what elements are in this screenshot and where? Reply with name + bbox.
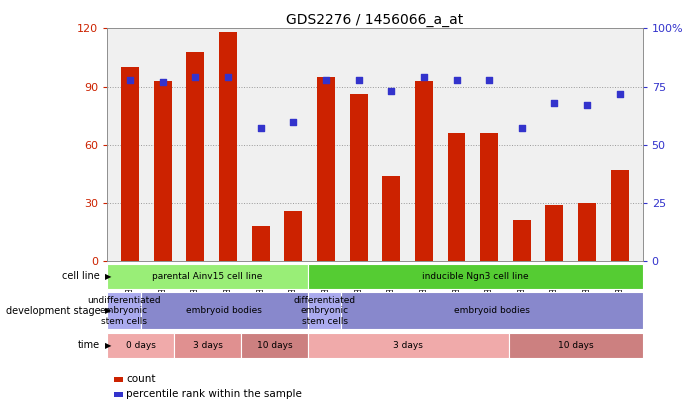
Text: 10 days: 10 days (558, 341, 594, 350)
Bar (308, 264, 643, 289)
Point (516, 125, 527, 132)
Bar (448, 133, 466, 261)
Text: 3 days: 3 days (393, 341, 424, 350)
Text: development stage: development stage (6, 306, 100, 316)
Point (255, 125, 266, 132)
Bar (121, 67, 139, 261)
Bar (241, 333, 308, 358)
Point (582, 102, 593, 109)
Text: cell line: cell line (62, 271, 100, 281)
Bar (153, 81, 171, 261)
Point (353, 76, 364, 83)
Bar (382, 176, 400, 261)
Bar (219, 32, 237, 261)
Text: inducible Ngn3 cell line: inducible Ngn3 cell line (422, 272, 529, 281)
Text: time: time (78, 340, 100, 350)
Text: embryoid bodies: embryoid bodies (187, 306, 262, 315)
Point (223, 74, 234, 81)
Bar (140, 292, 308, 329)
Point (190, 74, 201, 81)
Bar (513, 220, 531, 261)
Text: ▶: ▶ (105, 341, 111, 350)
Text: parental Ainv15 cell line: parental Ainv15 cell line (152, 272, 263, 281)
Bar (578, 203, 596, 261)
Bar (308, 292, 341, 329)
Point (484, 76, 495, 83)
Bar (317, 77, 335, 261)
Point (418, 74, 429, 81)
Point (549, 100, 560, 106)
Bar (611, 170, 629, 261)
Bar (341, 292, 643, 329)
Point (321, 76, 332, 83)
Point (386, 88, 397, 94)
Bar (284, 211, 302, 261)
Text: count: count (126, 374, 156, 384)
Point (124, 76, 135, 83)
Text: differentiated
embryonic
stem cells: differentiated embryonic stem cells (294, 296, 356, 326)
Point (157, 79, 168, 85)
Bar (480, 133, 498, 261)
Bar (545, 205, 563, 261)
Bar (187, 52, 205, 261)
Point (614, 90, 625, 97)
Bar (415, 81, 433, 261)
Bar (107, 292, 140, 329)
Text: embryoid bodies: embryoid bodies (454, 306, 530, 315)
Point (287, 118, 299, 125)
Text: 0 days: 0 days (126, 341, 155, 350)
Bar (252, 226, 269, 261)
Bar (107, 333, 174, 358)
Title: GDS2276 / 1456066_a_at: GDS2276 / 1456066_a_at (286, 13, 464, 27)
Text: undifferentiated
embryonic
stem cells: undifferentiated embryonic stem cells (87, 296, 160, 326)
Bar (350, 94, 368, 261)
Text: 3 days: 3 days (193, 341, 223, 350)
Bar (308, 333, 509, 358)
Bar (509, 333, 643, 358)
Point (451, 76, 462, 83)
Text: 10 days: 10 days (256, 341, 292, 350)
Text: ▶: ▶ (105, 272, 111, 281)
Bar (107, 264, 308, 289)
Text: ▶: ▶ (105, 306, 111, 315)
Bar (174, 333, 241, 358)
Text: percentile rank within the sample: percentile rank within the sample (126, 389, 303, 399)
